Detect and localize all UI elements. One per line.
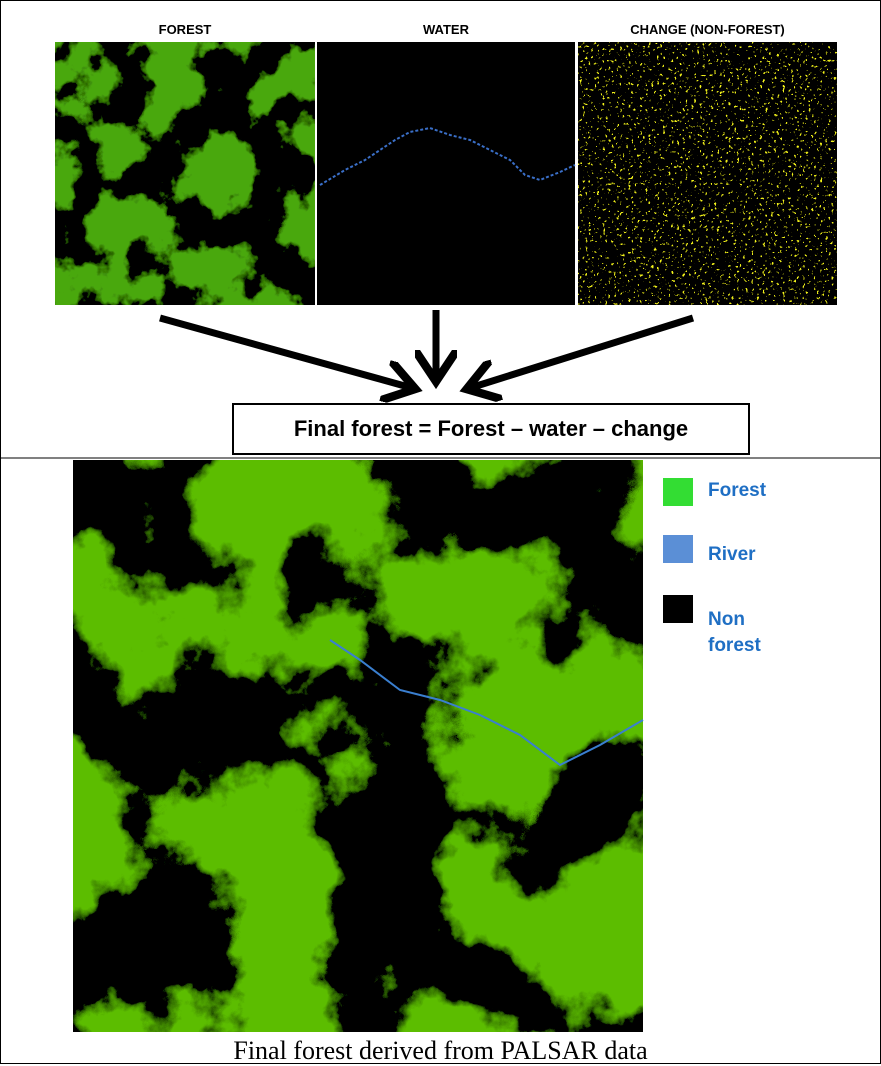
legend-swatch: [663, 535, 693, 563]
final-forest-map: [73, 460, 643, 1032]
page: FOREST WATER CHANGE (NON-FOREST) Final f…: [0, 0, 881, 1064]
arrows: [160, 310, 693, 388]
legend-swatch: [663, 478, 693, 506]
panel-title: FOREST: [55, 22, 315, 37]
water-image: [317, 42, 575, 305]
legend-label: River: [708, 542, 768, 568]
panel-title: WATER: [317, 22, 575, 37]
change-image: [578, 42, 837, 305]
panel-title: CHANGE (NON-FOREST): [578, 22, 837, 37]
legend-label: Non forest: [708, 607, 768, 659]
figure: [0, 0, 881, 1064]
forest-image: [55, 42, 315, 305]
formula-box: Final forest = Forest – water – change: [232, 403, 750, 455]
legend-label: Forest: [708, 478, 768, 504]
legend-swatch: [663, 595, 693, 623]
caption: Final forest derived from PALSAR data: [0, 1036, 881, 1066]
